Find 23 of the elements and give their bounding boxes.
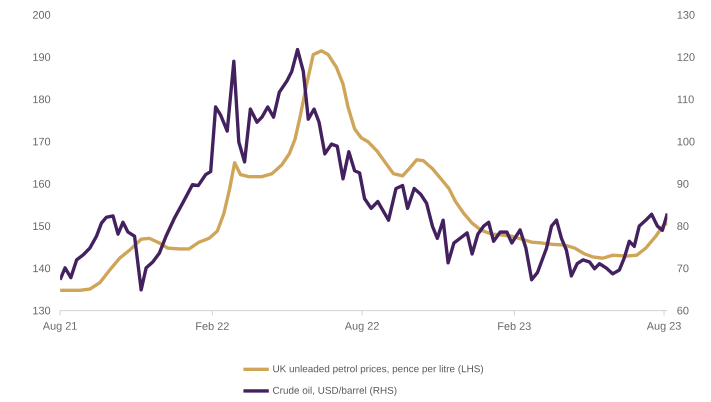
y2-tick-label: 110 <box>678 96 694 104</box>
y2-tick-label: 100 <box>678 138 695 146</box>
x-tick-label: Aug 23 <box>646 322 681 332</box>
y2-tick-label: 80 <box>677 222 689 230</box>
y-tick-label: 180 <box>33 96 50 104</box>
y-tick-label: 150 <box>33 222 50 230</box>
y-tick-label: 170 <box>33 138 50 146</box>
x-tick-label: Feb 23 <box>498 322 531 330</box>
y-tick-label: 130 <box>33 306 50 314</box>
y2-tick-label: 70 <box>677 264 689 272</box>
legend-label: Crude oil, USD/barrel (RHS) <box>272 386 396 396</box>
x-tick-label: Feb 22 <box>196 322 229 330</box>
y-tick-label: 160 <box>33 180 50 188</box>
y-tick-label: 200 <box>32 11 50 19</box>
legend-label: UK unleaded petrol prices, pence per litre (LHS) <box>273 365 484 374</box>
y-tick-label: 190 <box>33 53 50 62</box>
y2-tick-label: 60 <box>677 306 689 314</box>
y2-tick-label: 130 <box>678 11 695 19</box>
x-tick-label: Aug 21 <box>42 322 77 332</box>
y2-tick-label: 120 <box>678 53 695 62</box>
y2-tick-label: 90 <box>677 180 689 188</box>
x-tick-label: Aug 22 <box>344 322 379 332</box>
y-tick-label: 140 <box>33 264 50 272</box>
